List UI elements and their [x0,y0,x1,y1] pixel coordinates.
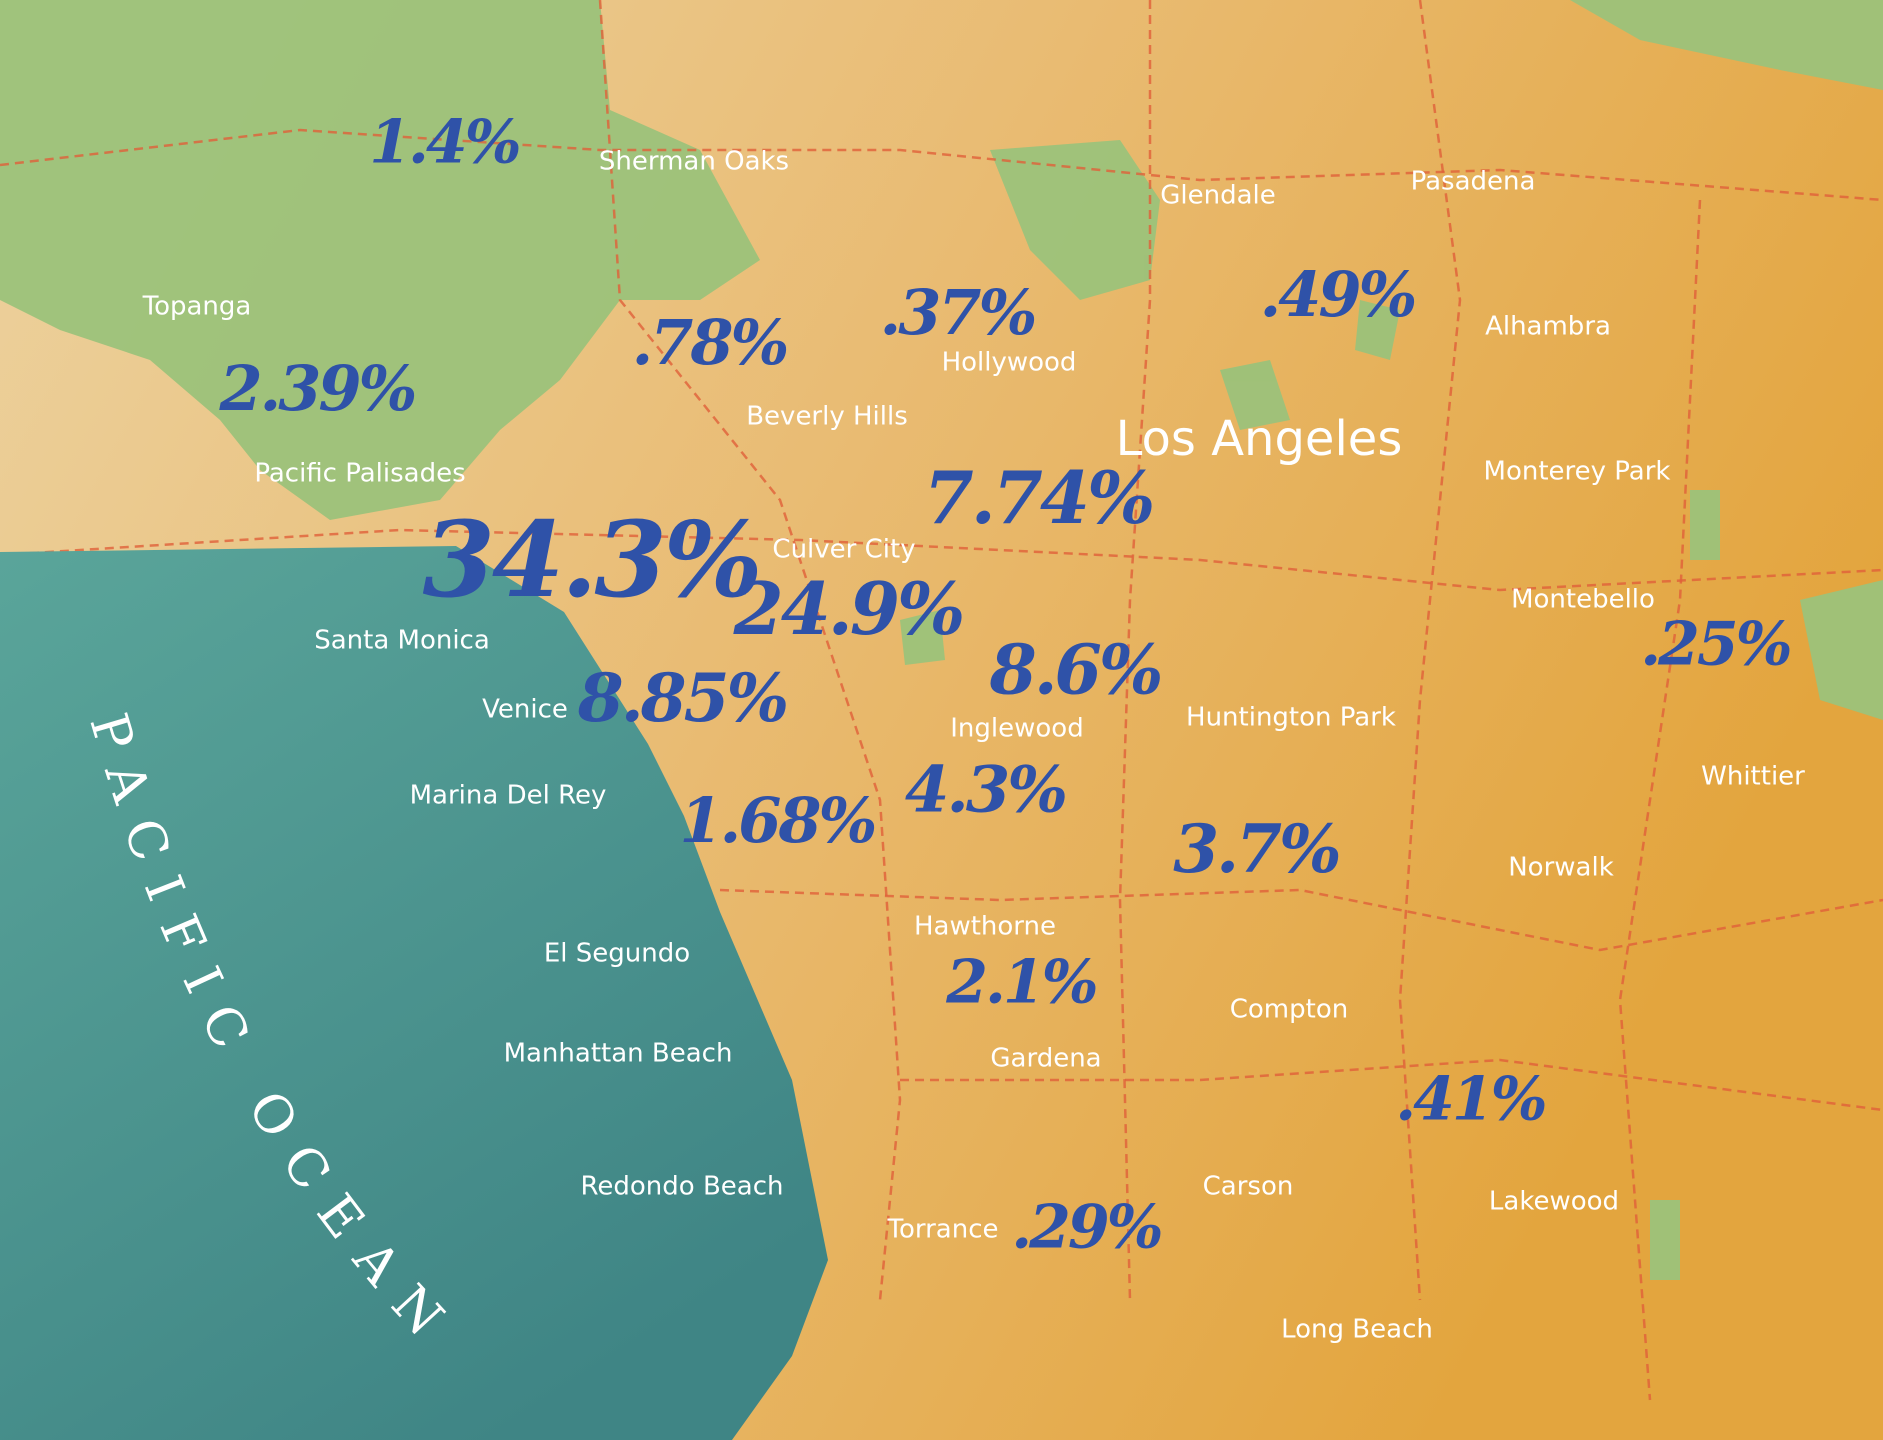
place-label: Hollywood [942,348,1077,378]
percentage-label: 1.68% [680,784,876,857]
percentage-label: 2.39% [219,352,416,425]
ocean [0,546,828,1440]
place-label: Lakewood [1489,1187,1619,1217]
percentage-label: .41% [1395,1065,1545,1135]
place-label: Redondo Beach [581,1172,784,1202]
percentage-label: 24.9% [733,566,963,651]
place-label: Culver City [772,535,915,565]
percentage-label: 3.7% [1173,810,1340,888]
place-label: Monterey Park [1484,457,1671,487]
place-label: Torrance [887,1215,999,1245]
percentage-label: 2.1% [945,948,1096,1018]
percentage-label: .29% [1011,1193,1161,1263]
place-label: Santa Monica [314,626,490,656]
place-label: Manhattan Beach [504,1039,733,1069]
place-label: Marina Del Rey [410,781,607,811]
place-label: Montebello [1511,585,1655,615]
percentage-label: .37% [880,276,1036,349]
percentage-label: 4.3% [905,753,1066,828]
place-label: Huntington Park [1186,703,1396,733]
percentage-label: .49% [1260,258,1416,331]
major-city: Los Angeles [1116,411,1403,467]
place-label: Sherman Oaks [599,147,789,177]
place-label: Glendale [1160,181,1276,211]
place-label: Carson [1203,1172,1294,1202]
place-label: Venice [482,695,568,725]
place-label: Whittier [1701,762,1805,792]
roads [0,0,1883,1401]
place-label: Gardena [990,1044,1101,1074]
place-label: Long Beach [1281,1315,1433,1345]
parks [0,0,1883,1280]
percentage-label: 8.6% [989,631,1161,711]
place-label: Hawthorne [914,912,1056,942]
place-label: Pacific Palisades [254,459,465,489]
percentage-label: 8.85% [577,659,788,737]
percentage-label: 7.74% [924,455,1153,540]
place-label: Norwalk [1508,853,1614,883]
place-label: Alhambra [1485,312,1611,342]
place-label: Pasadena [1411,167,1536,197]
percentage-label: .78% [632,306,788,379]
place-label: Beverly Hills [746,402,908,432]
place-label: Compton [1230,995,1348,1025]
percentage-label: 34.3% [422,498,759,621]
percentage-label: .25% [1640,610,1790,680]
place-label: Topanga [142,292,252,322]
percentage-label: 1.4% [369,108,519,178]
place-label: Inglewood [950,714,1083,744]
place-label: El Segundo [544,939,690,969]
